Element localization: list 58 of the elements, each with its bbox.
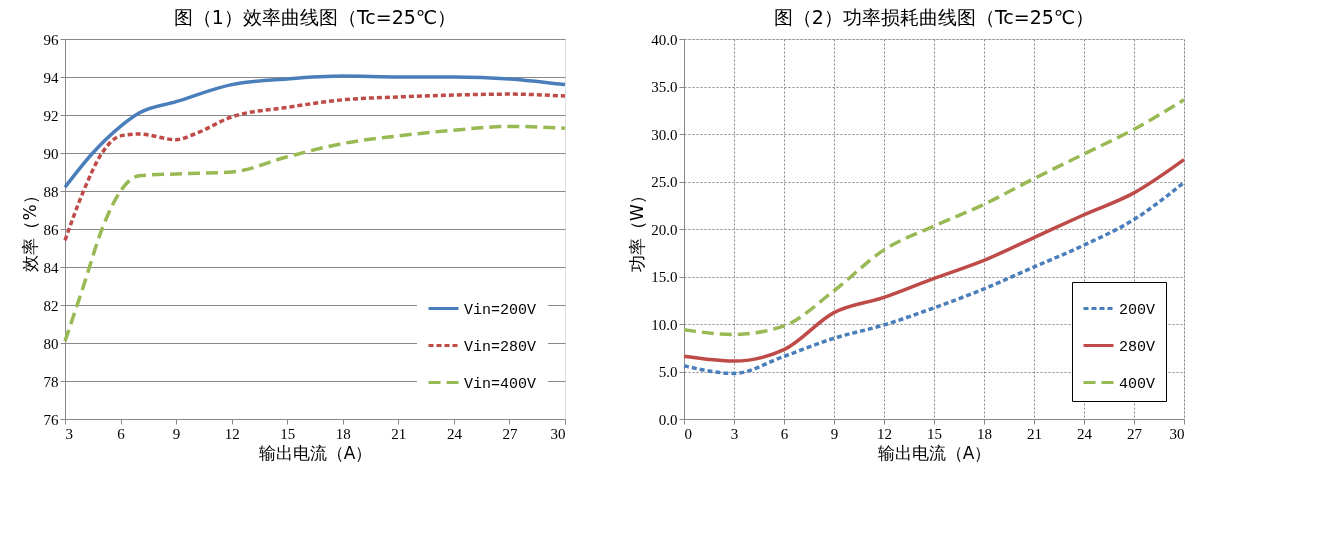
y-tick-label: 76 (43, 411, 59, 428)
y-tick-label: 86 (43, 221, 59, 238)
x-tick-label: 0 (684, 425, 692, 442)
y-tick-label: 15.0 (651, 269, 678, 285)
y-tick-label: 88 (43, 183, 59, 200)
x-tick-label: 9 (172, 425, 181, 442)
chart-title: 图（1）效率曲线图（Tc=25℃） (173, 6, 457, 28)
legend-label: Vin=280V (464, 338, 537, 356)
line-series (682, 180, 1186, 376)
y-tick-label: 96 (43, 31, 59, 48)
x-tick-label: 12 (224, 425, 240, 442)
x-tick-label: 3 (730, 425, 739, 442)
y-axis-title: 功率（W） (627, 187, 648, 272)
x-tick-label: 6 (117, 425, 126, 442)
y-tick-label: 78 (43, 373, 59, 390)
legend-label: Vin=200V (464, 301, 537, 319)
y-tick-label: 94 (43, 69, 59, 86)
y-tick-label: 20.0 (651, 221, 678, 238)
y-tick-label: 10.0 (651, 316, 678, 333)
y-tick-label: 84 (43, 259, 59, 276)
x-tick-label: 24 (1077, 425, 1093, 442)
line-series (63, 74, 567, 189)
y-tick-label: 5.0 (658, 364, 678, 380)
legend-label: 280V (1119, 338, 1156, 356)
legend-label: Vin=400V (464, 375, 537, 393)
x-axis-title: 输出电流（A） (877, 442, 992, 463)
x-tick-label: 18 (977, 425, 992, 442)
y-tick-label: 92 (43, 107, 59, 124)
legend-label: 400V (1119, 375, 1156, 393)
x-tick-label: 3 (65, 425, 73, 442)
x-tick-label: 15 (280, 425, 296, 442)
y-axis-title: 效率（%） (19, 187, 40, 272)
line-series (682, 98, 1186, 337)
y-tick-label: 30.0 (651, 126, 678, 143)
x-tick-label: 9 (830, 425, 839, 442)
legend-label: 200V (1119, 301, 1156, 319)
line-series (63, 92, 567, 243)
y-tick-label: 25.0 (651, 174, 678, 190)
x-tick-label: 6 (780, 425, 789, 442)
y-tick-label: 0.0 (658, 411, 678, 428)
x-tick-label: 21 (1027, 425, 1042, 442)
y-tick-label: 80 (43, 335, 59, 352)
y-tick-label: 35.0 (651, 79, 678, 95)
y-tick-label: 40.0 (651, 31, 678, 48)
x-tick-label: 15 (927, 425, 942, 442)
x-tick-label: 24 (446, 425, 463, 442)
y-tick-label: 90 (43, 145, 59, 162)
x-tick-label: 30 (550, 425, 566, 442)
x-tick-label: 27 (502, 425, 518, 442)
line-series (682, 157, 1186, 363)
x-tick-label: 30 (1169, 425, 1185, 442)
x-tick-label: 12 (877, 425, 892, 442)
x-tick-label: 27 (1127, 425, 1143, 442)
y-tick-label: 82 (43, 297, 59, 314)
x-tick-label: 18 (335, 425, 351, 442)
x-axis-title: 输出电流（A） (258, 442, 373, 463)
x-tick-label: 21 (391, 425, 407, 442)
chart-title: 图（2）功率损耗曲线图（Tc=25℃） (773, 6, 1095, 28)
